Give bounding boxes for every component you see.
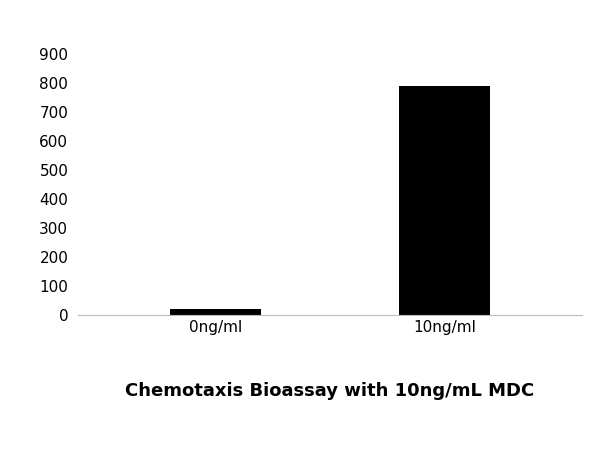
Bar (399, 86, 490, 315)
Text: Chemotaxis Bioassay with 10ng/mL MDC: Chemotaxis Bioassay with 10ng/mL MDC (125, 382, 535, 400)
Bar (170, 309, 261, 315)
